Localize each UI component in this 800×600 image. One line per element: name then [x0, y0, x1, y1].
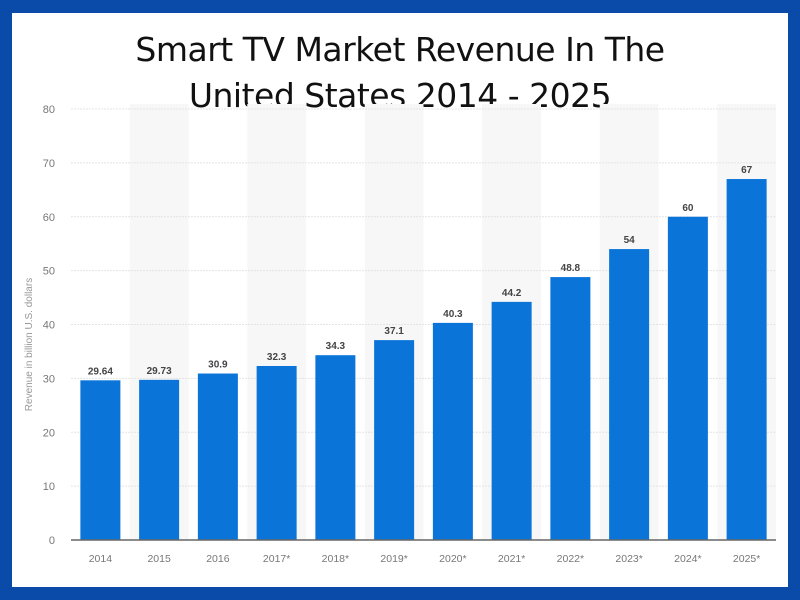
bar-2025: [726, 179, 767, 540]
x-tick-label: 2025*: [733, 553, 760, 565]
y-tick-label: 0: [49, 535, 55, 547]
x-tick-label: 2024*: [674, 553, 701, 565]
data-label: 48.8: [561, 263, 581, 274]
y-tick-label: 20: [43, 427, 55, 439]
x-tick-label: 2016: [206, 553, 230, 565]
data-label: 34.3: [326, 341, 346, 352]
bar-2020: [432, 322, 473, 540]
bar-2024: [667, 216, 708, 540]
chart-title-line-1: Smart TV Market Revenue In The: [135, 30, 665, 69]
data-label: 30.9: [208, 360, 228, 371]
data-label: 29.64: [88, 366, 113, 377]
x-tick-label: 2022*: [557, 553, 584, 565]
x-tick-label: 2018*: [322, 553, 349, 565]
bar-2019: [374, 340, 415, 540]
bar-2021: [491, 301, 532, 540]
data-label: 44.2: [502, 288, 522, 299]
bar-2016: [197, 373, 238, 540]
x-tick-label: 2019*: [380, 553, 407, 565]
x-tick-label: 2020*: [439, 553, 466, 565]
x-tick-label: 2015: [147, 553, 171, 565]
y-tick-label: 40: [43, 320, 55, 332]
data-label: 67: [741, 165, 753, 176]
x-tick-label: 2017*: [263, 553, 290, 565]
y-tick-label: 30: [43, 373, 55, 385]
y-tick-label: 80: [43, 104, 55, 116]
bar-2018: [315, 355, 356, 540]
bar-2015: [139, 379, 180, 540]
data-label: 29.73: [147, 366, 172, 377]
x-tick-label: 2023*: [615, 553, 642, 565]
data-label: 54: [624, 235, 636, 246]
y-tick-label: 10: [43, 481, 55, 493]
y-tick-label: 50: [43, 266, 55, 278]
data-label: 40.3: [443, 309, 463, 320]
bar-2014: [80, 380, 121, 540]
data-label: 60: [682, 203, 694, 214]
bar-2022: [550, 277, 591, 540]
x-tick-label: 2014: [89, 553, 113, 565]
data-label: 37.1: [384, 326, 404, 337]
chart-title: Smart TV Market Revenue In The United St…: [0, 27, 800, 119]
y-tick-label: 60: [43, 212, 55, 224]
y-tick-label: 70: [43, 158, 55, 170]
bar-2023: [609, 249, 650, 540]
x-tick-label: 2021*: [498, 553, 525, 565]
data-label: 32.3: [267, 352, 287, 363]
y-axis-label: Revenue in billion U.S. dollars: [24, 278, 35, 411]
bar-2017: [256, 365, 297, 540]
